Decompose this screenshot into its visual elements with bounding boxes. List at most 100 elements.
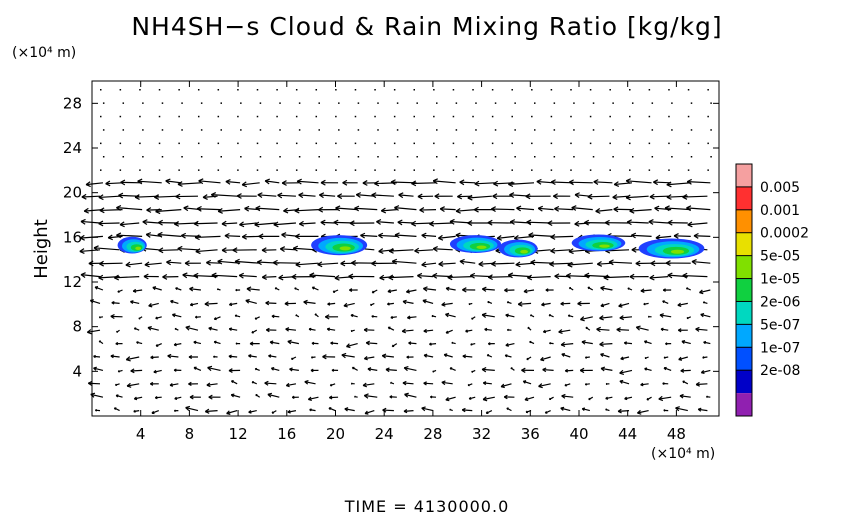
- wind-arrow: [134, 396, 143, 400]
- wind-arrow-head: [408, 341, 412, 345]
- wind-arrow-head: [492, 193, 498, 200]
- wind-arrow-head: [505, 342, 509, 347]
- wind-arrow: [378, 234, 397, 237]
- wind-arrow-head: [188, 381, 192, 387]
- wind-arrow-head: [171, 313, 176, 318]
- wind-arrow-head: [340, 260, 346, 267]
- wind-arrow-head: [389, 395, 393, 399]
- wind-dot: [534, 156, 536, 158]
- wind-arrow: [429, 222, 453, 225]
- colorbar-label: 2e-08: [760, 363, 800, 379]
- wind-arrow-head: [147, 325, 152, 331]
- wind-arrow: [388, 249, 414, 252]
- wind-arrow-head: [291, 395, 295, 399]
- wind-arrow-head: [226, 410, 231, 415]
- wind-arrow-head: [646, 397, 649, 401]
- wind-arrow: [462, 355, 473, 358]
- wind-dot: [433, 89, 435, 91]
- wind-arrow: [257, 194, 277, 197]
- wind-arrow: [93, 367, 104, 371]
- colorbar-swatch: [736, 324, 752, 348]
- wind-arrow-head: [394, 205, 400, 211]
- wind-arrow-head: [618, 303, 623, 308]
- wind-arrow-head: [79, 234, 85, 241]
- wind-arrow-head: [150, 355, 154, 360]
- wind-arrow-head: [256, 259, 263, 266]
- wind-arrow-head: [679, 393, 684, 399]
- wind-arrow-head: [625, 194, 631, 201]
- colorbar-swatch: [736, 186, 752, 210]
- wind-arrow-head: [155, 316, 158, 320]
- wind-arrow-head: [663, 356, 666, 359]
- wind-arrow-head: [145, 232, 152, 238]
- colorbar-label: 0.001: [760, 203, 800, 219]
- wind-arrow-head: [142, 219, 148, 225]
- wind-dot: [377, 129, 379, 131]
- wind-arrow-head: [445, 312, 450, 318]
- wind-dot: [707, 142, 709, 145]
- wind-arrow-head: [643, 302, 646, 306]
- wind-arrow-head: [311, 286, 315, 290]
- wind-arrow-head: [251, 330, 254, 334]
- wind-arrow-head: [526, 219, 532, 226]
- wind-arrow-head: [503, 394, 508, 400]
- wind-arrow-head: [599, 341, 604, 347]
- wind-arrow-head: [213, 355, 215, 358]
- wind-arrow-head: [105, 180, 111, 187]
- wind-dot: [491, 89, 494, 91]
- wind-arrow: [98, 195, 120, 199]
- wind-arrow-head: [568, 248, 574, 255]
- wind-arrow-head: [390, 381, 392, 384]
- wind-arrow-head: [228, 327, 233, 332]
- wind-arrow: [518, 302, 532, 305]
- wind-arrow: [118, 194, 140, 197]
- wind-arrow-head: [285, 327, 290, 332]
- wind-arrow-head: [132, 288, 137, 293]
- wind-arrow: [693, 235, 711, 237]
- wind-arrow-head: [291, 273, 297, 280]
- wind-dot: [687, 89, 690, 91]
- wind-arrow-head: [465, 329, 469, 333]
- wind-arrow-head: [153, 369, 157, 374]
- wind-arrow: [155, 209, 182, 213]
- wind-arrow-head: [629, 273, 635, 280]
- wind-arrow-head: [310, 368, 314, 373]
- wind-arrow-head: [261, 247, 267, 254]
- colorbar-swatch: [736, 164, 752, 187]
- wind-arrow: [561, 353, 571, 358]
- wind-dot: [531, 169, 533, 171]
- wind-arrow-head: [117, 290, 120, 293]
- wind-dot: [276, 115, 278, 118]
- wind-dot: [220, 156, 223, 158]
- wind-dot: [491, 142, 494, 145]
- wind-arrow: [206, 383, 218, 386]
- wind-dot: [396, 156, 399, 158]
- wind-arrow: [462, 409, 473, 412]
- wind-arrow: [446, 287, 456, 291]
- wind-dot: [181, 102, 183, 104]
- wind-arrow-head: [281, 180, 287, 186]
- wind-dot: [690, 129, 693, 131]
- wind-arrow-head: [478, 261, 484, 267]
- wind-arrow: [271, 367, 280, 371]
- wind-arrow: [262, 276, 277, 278]
- wind-arrow-head: [667, 219, 673, 226]
- wind-dot: [631, 156, 634, 158]
- wind-arrow-head: [505, 313, 509, 318]
- wind-arrow-head: [133, 409, 136, 413]
- wind-arrow: [407, 316, 417, 319]
- wind-dot: [651, 156, 654, 158]
- wind-arrow-head: [523, 288, 528, 294]
- wind-dot: [374, 142, 376, 145]
- wind-arrow-head: [528, 232, 534, 239]
- wind-dot: [671, 129, 673, 131]
- cloud-shell: [135, 246, 142, 251]
- wind-arrow: [167, 355, 179, 358]
- wind-arrow-head: [439, 206, 445, 212]
- wind-arrow-head: [506, 407, 509, 411]
- x-tick-label: 40: [569, 425, 588, 443]
- wind-arrow-head: [362, 382, 368, 388]
- wind-arrow-head: [579, 367, 585, 374]
- wind-arrow-head: [647, 315, 650, 318]
- wind-arrow-head: [584, 382, 587, 386]
